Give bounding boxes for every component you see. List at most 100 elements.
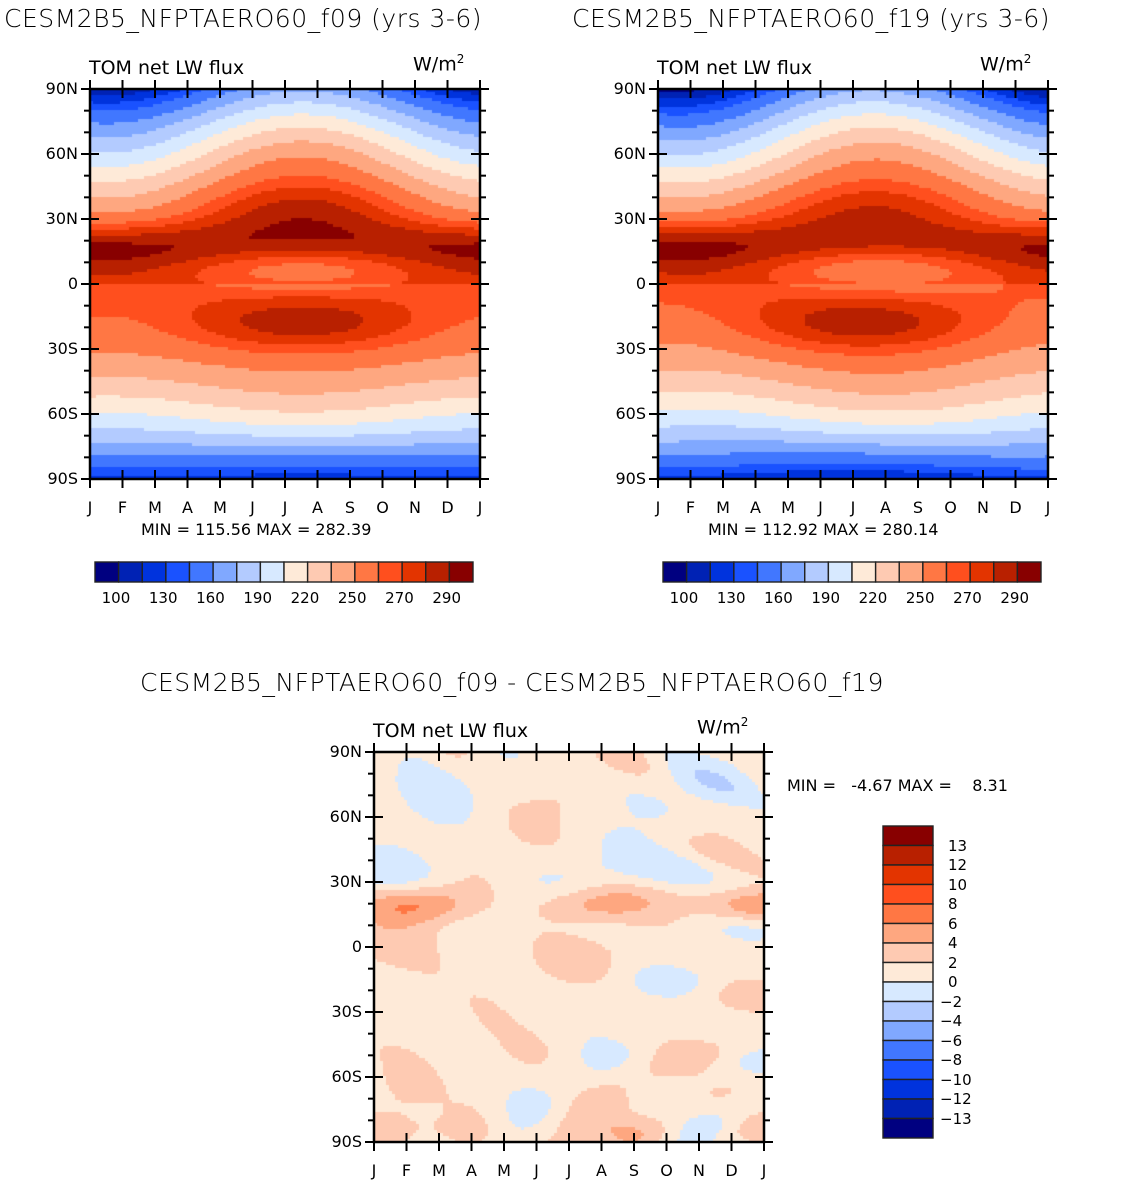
colorbar-swatch: [882, 883, 934, 905]
panel1-units-sup: 2: [456, 52, 465, 66]
colorbar-label: 160: [196, 589, 225, 607]
x-tick-label: D: [1009, 498, 1022, 517]
y-tick-label: 30N: [613, 209, 646, 228]
x-tick-label: J: [818, 498, 823, 517]
colorbar-swatch: [882, 1117, 934, 1139]
x-tick-label: F: [117, 498, 128, 517]
panel3-units-label: W/m2: [697, 715, 748, 738]
colorbar-label: 100: [101, 589, 131, 607]
colorbar-swatch: [330, 561, 356, 583]
colorbar-swatch: [354, 561, 380, 583]
colorbar-swatch: [709, 561, 735, 583]
y-tick-label: 0: [351, 937, 362, 956]
colorbar-label: 8: [948, 895, 958, 913]
x-tick-label: J: [850, 498, 856, 517]
x-tick-label: A: [750, 498, 761, 517]
x-tick-label: A: [182, 498, 193, 517]
x-tick-label: A: [596, 1161, 607, 1180]
colorbar-label: −2: [940, 992, 963, 1011]
colorbar-swatch: [882, 1078, 934, 1100]
colorbar-swatch: [1016, 561, 1042, 583]
panel3-units: W/m: [697, 716, 741, 739]
colorbar-swatch: [685, 561, 711, 583]
colorbar-swatch: [993, 561, 1019, 583]
x-tick-label: M: [432, 1161, 446, 1180]
colorbar-swatch: [306, 561, 332, 583]
colorbar-label: 270: [385, 589, 414, 607]
panel1-colorbar: [94, 561, 474, 583]
x-tick-label: M: [148, 498, 162, 517]
colorbar-label: 6: [948, 914, 958, 933]
colorbar-label: 290: [432, 589, 462, 607]
x-tick-label: M: [716, 498, 730, 517]
panel1-title: CESM2B5_NFPTAERO60_f09 (yrs 3-6): [4, 4, 483, 33]
colorbar-label: −12: [940, 1090, 972, 1108]
x-tick-label: J: [282, 498, 288, 517]
colorbar-label: 130: [716, 589, 746, 607]
y-tick-label: 90N: [329, 742, 362, 761]
x-tick-label: D: [725, 1161, 738, 1180]
colorbar-label: 160: [764, 589, 793, 607]
panel2-axes: [649, 80, 1057, 488]
colorbar-label: 130: [148, 589, 178, 607]
colorbar-swatch: [874, 561, 900, 583]
x-tick-label: N: [409, 498, 421, 517]
colorbar-swatch: [377, 561, 403, 583]
colorbar-swatch: [882, 844, 934, 866]
colorbar-swatch: [882, 942, 934, 964]
colorbar-swatch: [662, 561, 688, 583]
colorbar-swatch: [882, 825, 934, 847]
colorbar-swatch: [756, 561, 782, 583]
x-tick-label: F: [401, 1161, 412, 1180]
y-tick-label: 30S: [331, 1002, 362, 1021]
colorbar-label: 13: [948, 836, 968, 855]
panel2-colorbar: [662, 561, 1042, 583]
colorbar-label: 0: [948, 973, 958, 991]
colorbar-swatch: [448, 561, 474, 583]
panel2-title: CESM2B5_NFPTAERO60_f19 (yrs 3-6): [572, 4, 1051, 33]
panel1-minmax: MIN = 115.56 MAX = 282.39: [141, 520, 372, 539]
panel2-units: W/m: [980, 53, 1024, 76]
colorbar-label: −13: [940, 1109, 972, 1128]
x-tick-label: J: [566, 1161, 572, 1180]
x-tick-label: J: [477, 498, 483, 517]
colorbar-swatch: [882, 1020, 934, 1042]
y-tick-label: 30S: [615, 339, 646, 358]
panel2-units-label: W/m2: [980, 52, 1031, 75]
plot-frame: [656, 87, 1050, 481]
colorbar-label: 190: [243, 589, 273, 607]
y-tick-label: 60S: [615, 404, 646, 423]
colorbar-swatch: [212, 561, 238, 583]
colorbar-label: 100: [669, 589, 699, 607]
colorbar-label: 220: [290, 589, 320, 607]
x-tick-label: A: [880, 498, 891, 517]
panel3-units-sup: 2: [740, 715, 749, 729]
y-tick-label: 90N: [45, 79, 78, 98]
x-tick-label: A: [312, 498, 323, 517]
panel1-units-label: W/m2: [413, 52, 464, 75]
colorbar-swatch: [882, 1039, 934, 1061]
panel3-title: CESM2B5_NFPTAERO60_f09 - CESM2B5_NFPTAER…: [140, 668, 884, 697]
x-tick-label: J: [655, 498, 661, 517]
y-tick-label: 90N: [613, 79, 646, 98]
x-tick-label: J: [371, 1161, 377, 1180]
colorbar-swatch: [882, 864, 934, 886]
colorbar-swatch: [780, 561, 806, 583]
panel2-units-sup: 2: [1023, 52, 1032, 66]
x-tick-label: M: [213, 498, 227, 517]
colorbar-label: −6: [940, 1031, 963, 1050]
colorbar-label: 10: [948, 875, 968, 894]
colorbar-label: 220: [858, 589, 888, 607]
colorbar-swatch: [733, 561, 759, 583]
colorbar-swatch: [882, 903, 934, 925]
x-tick-label: S: [344, 498, 356, 517]
x-tick-label: O: [376, 498, 389, 517]
x-tick-label: J: [250, 498, 255, 517]
x-tick-label: S: [628, 1161, 640, 1180]
x-tick-label: J: [87, 498, 93, 517]
colorbar-label: 250: [905, 589, 935, 607]
y-tick-label: 0: [635, 274, 646, 293]
colorbar-swatch: [259, 561, 285, 583]
colorbar-label: −4: [940, 1012, 963, 1030]
panel3-minmax: MIN = -4.67 MAX = 8.31: [787, 776, 1008, 795]
